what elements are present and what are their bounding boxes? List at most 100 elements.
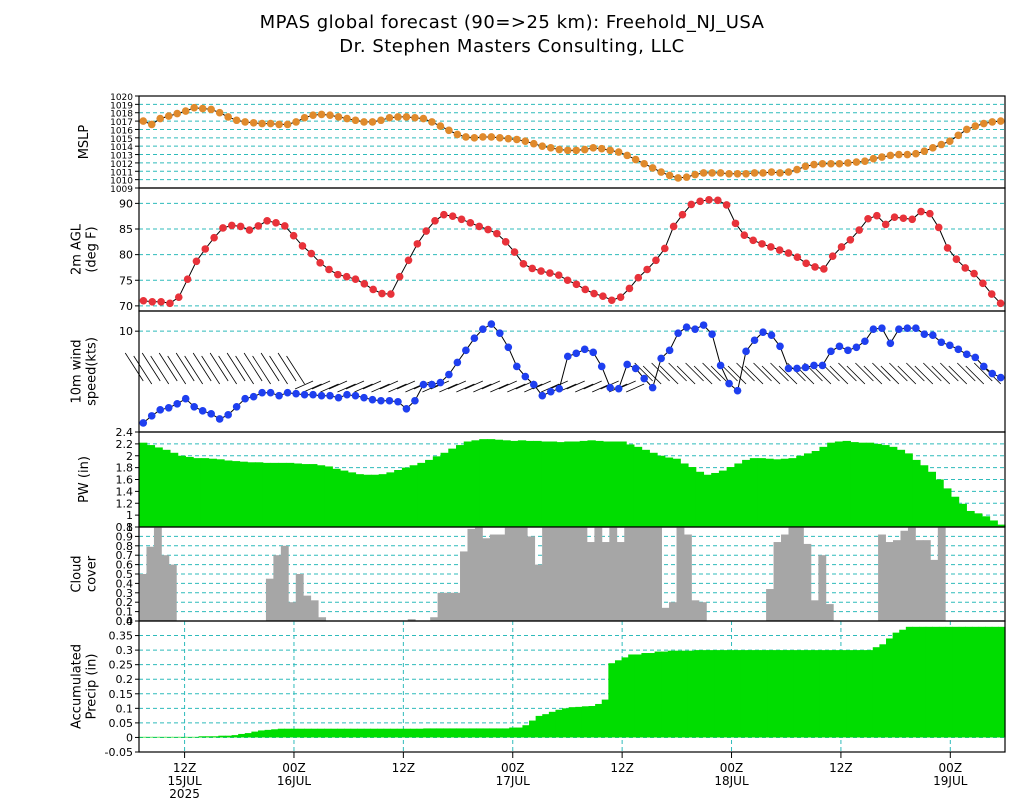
y-tick-label: 0.25 xyxy=(109,659,134,672)
data-point xyxy=(249,118,258,127)
area-bar xyxy=(293,463,302,527)
data-point xyxy=(996,373,1005,382)
wind-barb xyxy=(447,380,467,390)
area-bar xyxy=(859,650,867,738)
data-point xyxy=(828,252,837,260)
cloud-bar xyxy=(773,542,782,621)
wind-barb xyxy=(226,352,246,382)
area-bar xyxy=(347,472,357,527)
data-point xyxy=(716,169,725,177)
y-tick-label: 1.2 xyxy=(116,497,134,510)
data-point xyxy=(988,118,997,126)
data-point xyxy=(351,391,360,400)
area-bar xyxy=(390,728,398,738)
data-point xyxy=(759,169,767,177)
area-bar xyxy=(376,728,385,738)
data-point xyxy=(219,224,227,232)
data-point xyxy=(183,275,192,284)
data-point xyxy=(855,226,863,234)
area-bar xyxy=(958,503,967,527)
area-bar xyxy=(767,650,775,738)
area-bar xyxy=(456,445,465,527)
area-bar xyxy=(966,510,975,527)
data-point xyxy=(496,134,504,142)
data-point xyxy=(334,113,343,121)
area-bar xyxy=(664,457,674,527)
cloud-bar xyxy=(691,600,700,621)
data-point xyxy=(606,146,615,155)
y-tick-label: 1 xyxy=(126,521,133,534)
y-tick-label: 1015 xyxy=(110,135,133,145)
data-point xyxy=(917,207,925,216)
y-tick-label: 1011 xyxy=(110,168,133,178)
y-tick-label: 1014 xyxy=(110,143,133,153)
data-point xyxy=(546,144,555,152)
area-bar xyxy=(211,736,219,738)
x-tick-date: 16JUL xyxy=(277,774,312,788)
data-point xyxy=(198,104,207,113)
area-bar xyxy=(889,446,898,527)
y-tick-label: 1013 xyxy=(110,152,133,162)
data-point xyxy=(776,342,784,351)
data-point xyxy=(385,113,394,122)
area-bar xyxy=(657,455,666,527)
data-point xyxy=(309,390,317,399)
area-bar xyxy=(740,650,748,738)
data-point xyxy=(227,221,236,230)
data-point xyxy=(317,391,326,400)
area-bar xyxy=(191,736,200,738)
data-point xyxy=(844,159,852,167)
data-point xyxy=(699,321,708,329)
data-point xyxy=(572,280,581,289)
data-point xyxy=(937,140,946,149)
area-bar xyxy=(865,442,875,527)
y-tick-label: 0 xyxy=(126,615,133,628)
cloud-bar xyxy=(407,619,416,621)
area-bar xyxy=(703,474,712,527)
wind-barb xyxy=(320,383,339,393)
data-point xyxy=(962,350,971,359)
data-point xyxy=(643,265,651,274)
area-bar xyxy=(958,626,966,738)
area-bar xyxy=(997,524,1006,527)
area-bar xyxy=(672,458,681,527)
wind-barb xyxy=(872,362,891,382)
area-bar xyxy=(648,653,656,738)
cloud-bar xyxy=(818,555,827,621)
data-point xyxy=(343,390,351,399)
area-bar xyxy=(687,650,695,738)
area-bar xyxy=(522,725,530,738)
area-bar xyxy=(727,650,735,738)
cloud-bar xyxy=(310,600,319,621)
data-point xyxy=(903,324,912,332)
data-point xyxy=(528,264,537,273)
data-point xyxy=(555,145,564,154)
y-tick-label: 85 xyxy=(119,223,133,236)
data-point xyxy=(899,214,908,223)
area-bar xyxy=(938,626,947,738)
data-point xyxy=(377,116,385,125)
wind-barb xyxy=(201,355,220,385)
area-bar xyxy=(489,728,497,738)
area-bar xyxy=(185,736,193,738)
data-point xyxy=(283,388,292,397)
x-tick-label: 12Z xyxy=(829,761,853,775)
data-point xyxy=(691,170,699,179)
data-point xyxy=(869,154,878,163)
data-point xyxy=(793,253,802,261)
data-point xyxy=(538,391,547,400)
data-point xyxy=(411,396,419,405)
data-point xyxy=(979,279,987,288)
data-point xyxy=(767,168,776,176)
area-bar xyxy=(284,728,292,738)
area-bar xyxy=(440,452,449,527)
data-point xyxy=(742,347,750,356)
data-point xyxy=(275,120,283,129)
data-point xyxy=(801,363,810,372)
data-point xyxy=(895,325,903,333)
wind-barb xyxy=(396,380,416,390)
area-bar xyxy=(185,456,194,527)
area-bar xyxy=(556,442,565,527)
x-tick-label: 12Z xyxy=(173,761,197,775)
area-bar xyxy=(309,464,318,527)
